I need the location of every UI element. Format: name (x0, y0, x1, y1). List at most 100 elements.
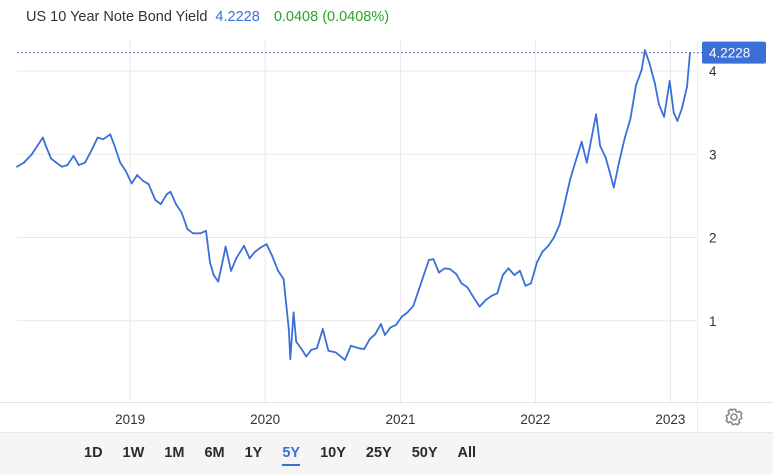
data-point (180, 211, 183, 214)
data-point (357, 347, 360, 350)
data-point (212, 274, 215, 276)
data-point (689, 51, 691, 54)
data-point (230, 269, 233, 272)
instrument-name: US 10 Year Note Bond Yield (26, 9, 208, 25)
data-point (55, 161, 58, 164)
chart-header: US 10 Year Note Bond Yield 4.2228 0.0408… (26, 9, 389, 25)
data-point (30, 153, 33, 156)
range-button-1w[interactable]: 1W (122, 445, 145, 461)
data-point (287, 328, 290, 330)
data-point (604, 156, 607, 159)
data-point (672, 111, 675, 114)
data-point (44, 144, 47, 146)
data-point (305, 355, 308, 358)
range-button-all[interactable]: All (457, 445, 477, 461)
data-point (406, 311, 409, 314)
series-line (16, 49, 691, 361)
y-tick-label: 4 (709, 64, 717, 79)
data-point (418, 288, 420, 291)
data-point (142, 179, 144, 182)
data-point (301, 348, 304, 351)
data-point (536, 261, 538, 264)
data-point (519, 269, 521, 272)
data-point (271, 254, 274, 257)
data-point (612, 186, 615, 189)
data-point (547, 244, 550, 247)
data-point (471, 294, 474, 297)
data-point (109, 133, 112, 136)
data-point (41, 136, 44, 139)
range-button-10y[interactable]: 10Y (320, 445, 346, 461)
data-point (23, 161, 25, 164)
y-tick-label: 3 (709, 147, 717, 162)
data-point (524, 284, 527, 287)
last-value-label: 4.2228 (709, 46, 750, 61)
data-point (574, 160, 577, 162)
data-point (224, 245, 227, 248)
data-point (563, 204, 566, 206)
data-point (243, 244, 245, 247)
data-point (327, 349, 330, 352)
range-button-50y[interactable]: 50Y (411, 445, 438, 461)
data-point (668, 80, 671, 82)
range-button-5y[interactable]: 5Y (272, 433, 310, 473)
data-point (186, 228, 189, 231)
data-point (585, 161, 588, 164)
data-point (478, 305, 481, 308)
range-button-6m[interactable]: 6M (204, 445, 225, 461)
data-point (175, 203, 177, 206)
gear-icon[interactable] (724, 407, 744, 427)
data-point (401, 315, 403, 318)
data-point (658, 103, 660, 106)
data-point (292, 311, 295, 314)
data-point (648, 61, 651, 64)
data-point (350, 344, 352, 347)
data-point (507, 267, 510, 270)
data-point (676, 120, 679, 122)
data-point (618, 161, 620, 164)
data-point (205, 229, 207, 232)
data-point (389, 326, 392, 329)
data-point (113, 145, 116, 147)
range-button-1y[interactable]: 1Y (244, 445, 263, 461)
data-point (259, 246, 262, 249)
data-point (254, 250, 257, 253)
data-point (199, 232, 202, 235)
data-point (102, 138, 105, 141)
x-axis-ticks: 2019 2020 2021 2022 2023 (115, 412, 685, 427)
data-point (61, 165, 64, 168)
data-point (443, 267, 446, 270)
data-point (513, 274, 516, 276)
data-point (558, 224, 561, 226)
data-point (154, 199, 157, 201)
data-point (84, 161, 86, 164)
data-point (455, 273, 458, 276)
data-point (428, 259, 430, 261)
data-point (363, 348, 366, 350)
data-point (321, 328, 324, 330)
data-point (368, 338, 371, 340)
data-point (217, 280, 220, 283)
data-point (136, 174, 139, 176)
last-value-badge (702, 41, 766, 64)
range-button-1m[interactable]: 1M (164, 445, 185, 461)
data-point (686, 85, 688, 88)
y-tick-label: 2 (709, 231, 717, 246)
range-button-1d[interactable]: 1D (84, 445, 103, 461)
data-point (595, 113, 597, 116)
range-button-25y[interactable]: 25Y (365, 445, 392, 461)
data-point (91, 148, 93, 151)
data-point (265, 243, 268, 246)
data-point (395, 324, 397, 326)
x-tick-label: 2019 (115, 412, 145, 427)
data-point (209, 261, 211, 264)
data-point (484, 299, 487, 301)
data-point (379, 323, 382, 325)
data-point (334, 351, 337, 354)
data-point (159, 203, 162, 206)
data-point (438, 271, 440, 274)
data-point (66, 164, 69, 166)
data-point (569, 178, 572, 181)
data-point (449, 268, 451, 271)
data-point (344, 358, 346, 361)
